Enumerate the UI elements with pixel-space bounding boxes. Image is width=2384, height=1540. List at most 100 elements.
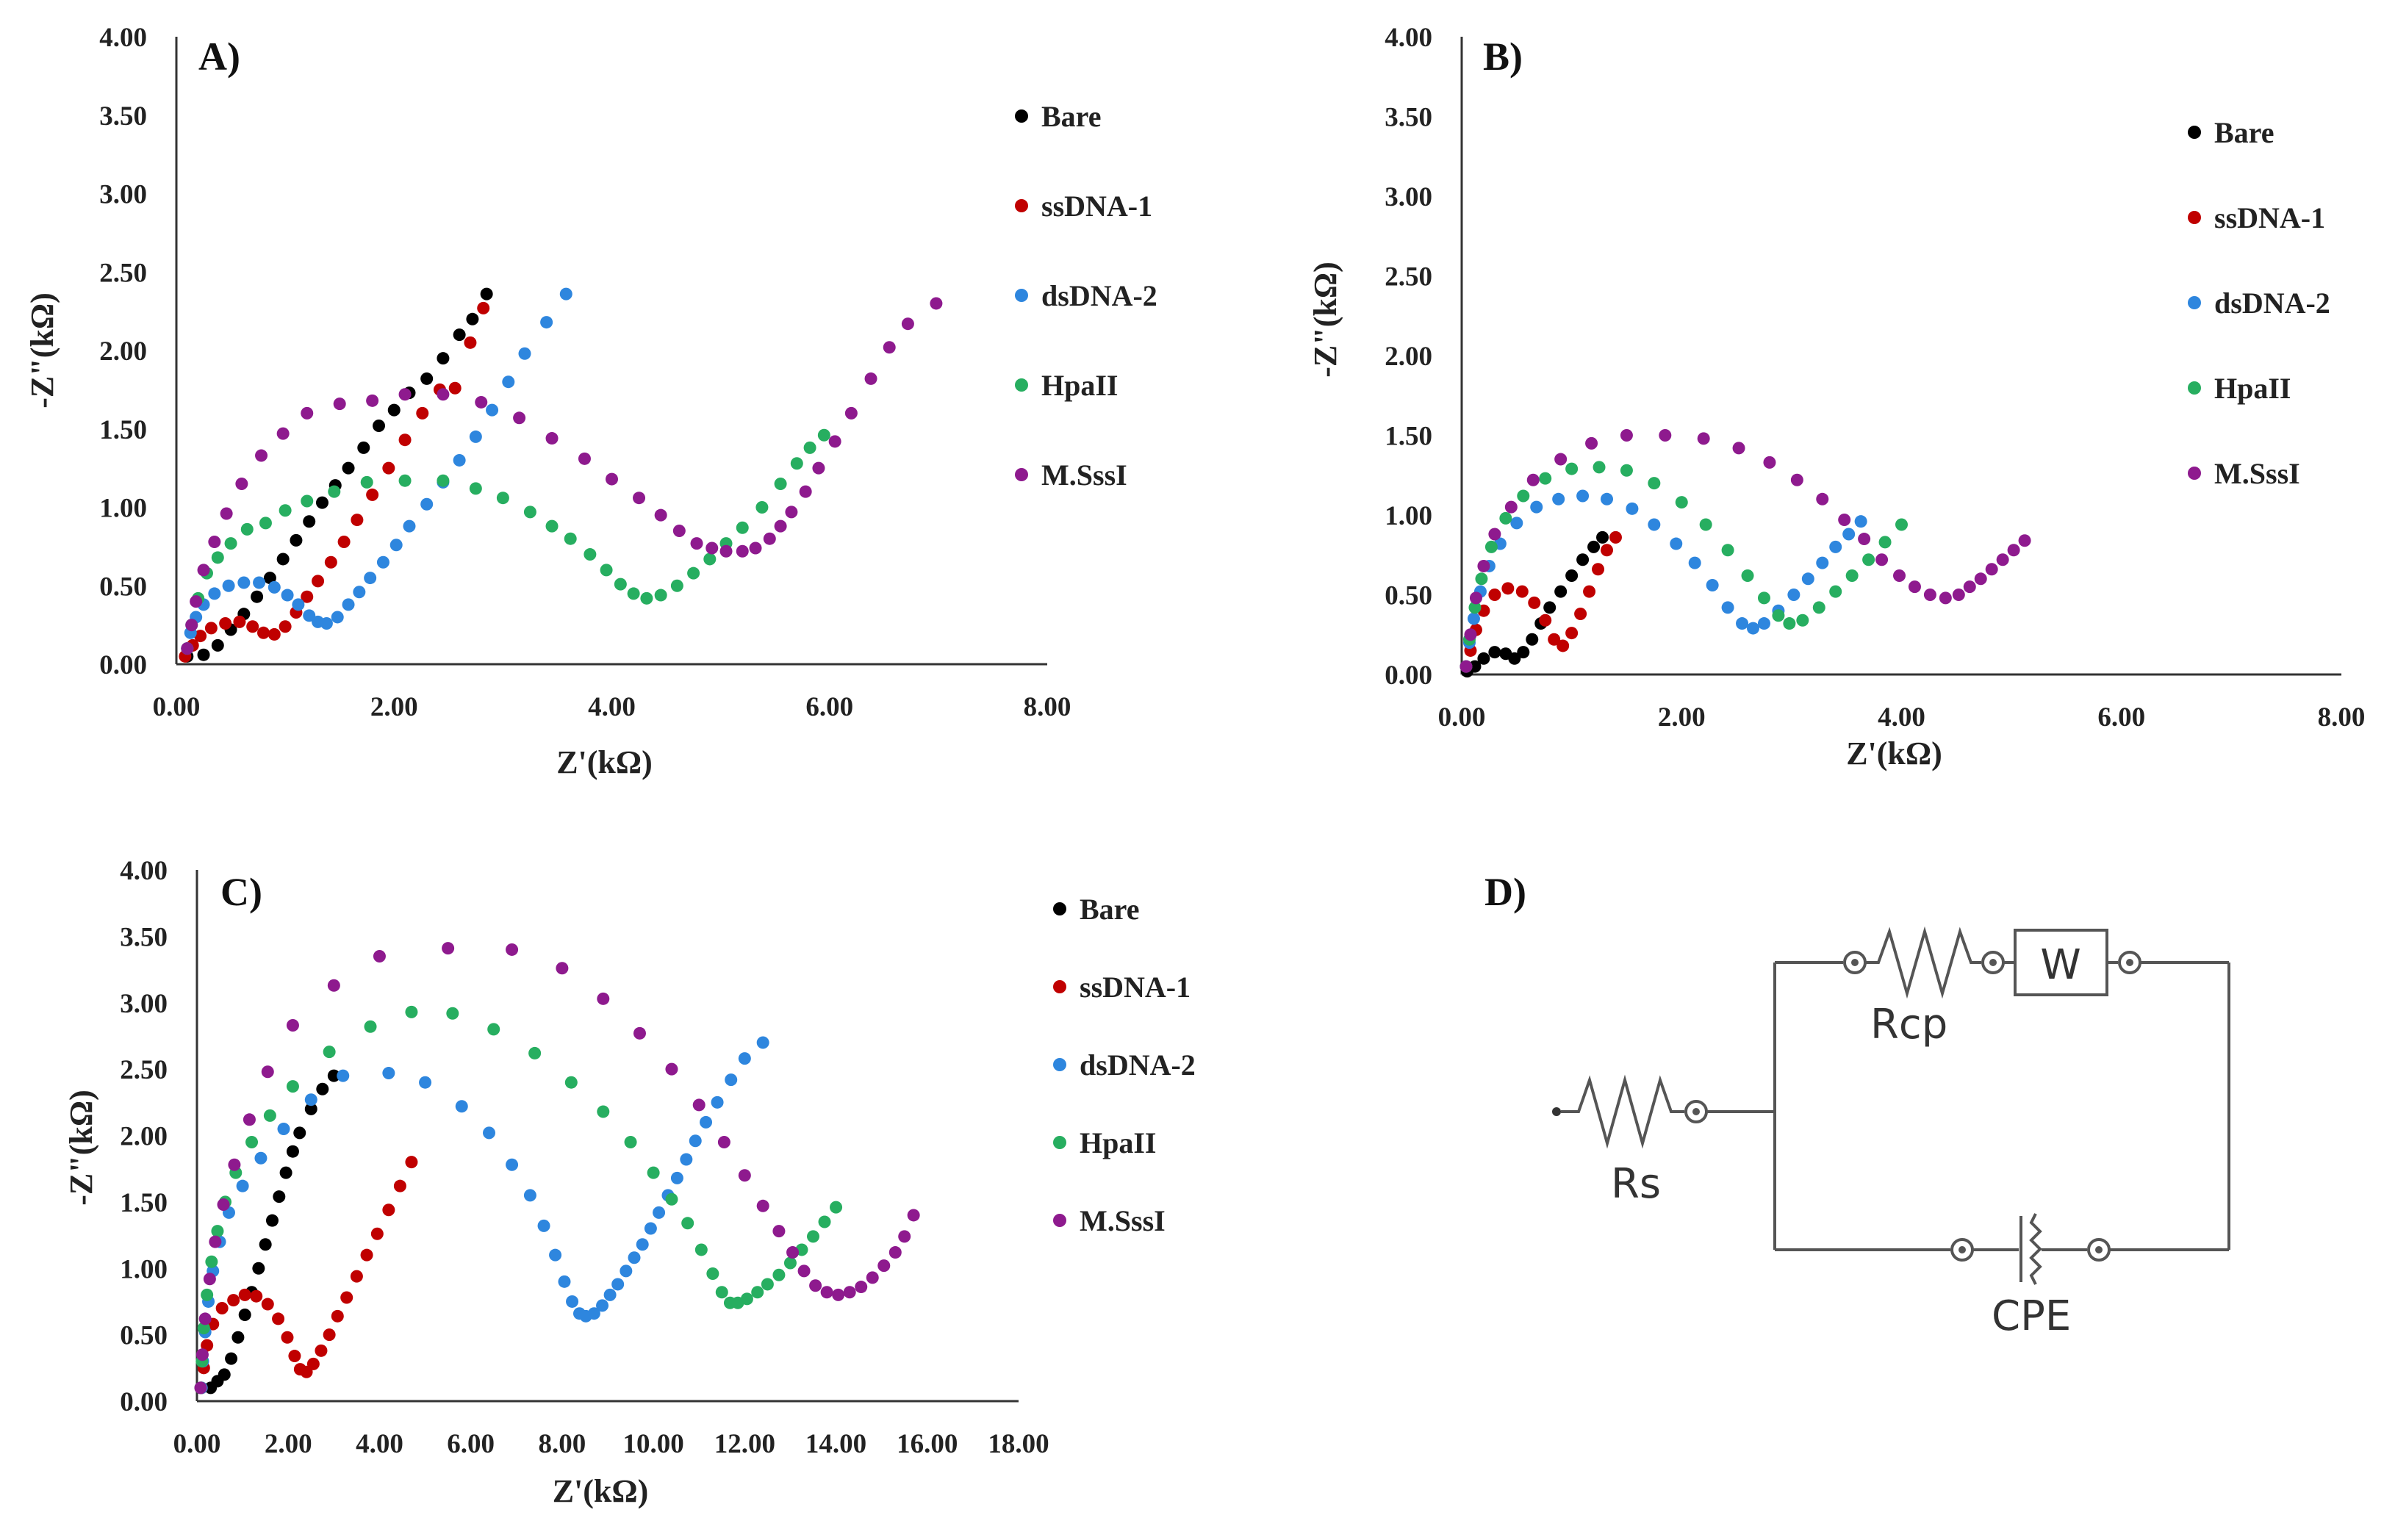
chart-c-point-hpaii <box>807 1230 819 1243</box>
chart-a-point-hpaii <box>523 505 536 519</box>
chart-c-y-tick-label: 1.00 <box>120 1254 168 1284</box>
chart-c-series-dsdna-2 <box>195 1036 769 1395</box>
chart-b-point-ssdna-1 <box>1601 544 1614 557</box>
chart-c-point-bare <box>316 1082 329 1095</box>
chart-b-point-dsdna-2 <box>1736 617 1749 630</box>
chart-b-legend-label-dsdna-2: dsDNA-2 <box>2214 287 2330 320</box>
chart-a-x-tick-label: 8.00 <box>1024 692 1071 722</box>
chart-b-point-m-sssi <box>1996 553 2009 566</box>
chart-b-point-ssdna-1 <box>1565 627 1579 640</box>
chart-a-point-m-sssi <box>366 394 379 407</box>
chart-c-point-m-sssi <box>665 1062 678 1076</box>
chart-a-x-tick-label: 6.00 <box>805 692 853 722</box>
chart-b-point-bare <box>1488 646 1501 659</box>
chart-a-point-m-sssi <box>475 395 488 409</box>
chart-c-point-dsdna-2 <box>611 1278 625 1291</box>
chart-b-point-m-sssi <box>1963 580 1976 594</box>
chart-c-point-ssdna-1 <box>340 1291 353 1304</box>
chart-b-legend-label-bare: Bare <box>2214 116 2274 149</box>
chart-a-point-ssdna-1 <box>366 488 379 501</box>
chart-b-series-dsdna-2 <box>1460 489 1867 673</box>
chart-c-point-bare <box>252 1262 265 1275</box>
chart-c-x-tick-label: 10.00 <box>622 1429 683 1459</box>
chart-b-point-m-sssi <box>2007 544 2020 557</box>
chart-a-point-hpaii <box>600 564 613 577</box>
chart-b: 0.00 0.50 1.00 1.50 2.00 2.50 3.00 3.50 4.00 0.00… <box>1307 23 2365 771</box>
chart-b-point-hpaii <box>1648 477 1661 490</box>
chart-b-point-hpaii <box>1565 462 1579 475</box>
chart-a-y-tick-label: 3.50 <box>99 101 147 132</box>
chart-a-point-m-sssi <box>197 564 210 577</box>
chart-a-point-m-sssi <box>437 388 450 401</box>
chart-a-point-m-sssi <box>690 537 703 550</box>
chart-c-legend-label-dsdna-2: dsDNA-2 <box>1080 1048 1196 1082</box>
chart-c-point-dsdna-2 <box>689 1134 702 1148</box>
chart-a-point-hpaii <box>496 492 509 505</box>
chart-a-point-dsdna-2 <box>453 453 466 467</box>
chart-b-point-dsdna-2 <box>1721 601 1734 614</box>
chart-c-point-hpaii <box>751 1286 764 1299</box>
chart-a-legend-label-bare: Bare <box>1041 100 1101 133</box>
chart-b-point-bare <box>1526 633 1539 646</box>
chart-a-point-hpaii <box>614 578 627 591</box>
chart-c-point-dsdna-2 <box>419 1076 432 1089</box>
chart-a-point-m-sssi <box>301 406 314 420</box>
chart-c-point-hpaii <box>263 1109 276 1122</box>
chart-a-point-m-sssi <box>220 507 233 520</box>
chart-a-point-m-sssi <box>513 411 526 425</box>
chart-c-point-hpaii <box>665 1192 678 1206</box>
chart-b-point-hpaii <box>1845 569 1859 582</box>
chart-a-x-tick-label: 0.00 <box>153 692 201 722</box>
chart-c-point-ssdna-1 <box>393 1179 406 1192</box>
chart-a-point-m-sssi <box>736 544 749 558</box>
chart-a-point-hpaii <box>790 457 803 470</box>
chart-a-point-hpaii <box>224 537 237 550</box>
chart-c-point-dsdna-2 <box>587 1307 600 1320</box>
equivalent-circuit: D) Rs Rcp W CPE <box>1484 870 2230 1340</box>
chart-c-series-bare <box>204 1069 340 1395</box>
chart-b-point-bare <box>1587 540 1601 553</box>
chart-a-point-hpaii <box>687 566 700 580</box>
chart-a-y-tick-label: 1.00 <box>99 494 147 524</box>
chart-a-point-m-sssi <box>705 541 719 555</box>
chart-a-legend-marker-m-sssi <box>1015 468 1028 481</box>
chart-c: 0.00 0.50 1.00 1.50 2.00 2.50 3.00 3.50 4.00 0.00… <box>63 856 1196 1509</box>
chart-a-point-bare <box>373 419 386 432</box>
chart-c-point-dsdna-2 <box>725 1073 738 1087</box>
chart-a-y-tick-label: 4.00 <box>99 23 147 53</box>
chart-b-y-tick-label: 1.50 <box>1385 422 1432 452</box>
chart-c-legend-label-ssdna-1: ssDNA-1 <box>1080 971 1191 1004</box>
chart-a-point-hpaii <box>301 494 314 508</box>
chart-a-point-ssdna-1 <box>301 590 314 603</box>
chart-a-point-dsdna-2 <box>237 576 251 589</box>
chart-a-point-m-sssi <box>190 595 203 608</box>
input-terminal <box>1552 1107 1561 1116</box>
chart-a-point-dsdna-2 <box>502 375 515 389</box>
chart-c-point-hpaii <box>624 1136 637 1149</box>
chart-c-point-bare <box>218 1368 231 1381</box>
chart-c-point-hpaii <box>715 1286 728 1299</box>
chart-c-point-dsdna-2 <box>670 1171 683 1184</box>
rs-label: Rs <box>1611 1160 1661 1208</box>
chart-c-point-dsdna-2 <box>236 1179 249 1192</box>
chart-c-point-ssdna-1 <box>331 1309 344 1323</box>
chart-c-point-m-sssi <box>243 1113 256 1126</box>
chart-c-point-ssdna-1 <box>382 1203 395 1217</box>
chart-b-point-hpaii <box>1721 544 1734 557</box>
chart-a-series-dsdna-2 <box>181 287 572 655</box>
chart-c-point-ssdna-1 <box>281 1331 294 1344</box>
chart-a-point-m-sssi <box>654 508 667 522</box>
chart-a-y-tick-label: 2.00 <box>99 337 147 367</box>
rs-resistor <box>1561 1074 1684 1149</box>
chart-c-point-dsdna-2 <box>455 1100 468 1113</box>
chart-c-legend-marker-m-sssi <box>1053 1214 1066 1227</box>
chart-a-point-dsdna-2 <box>253 576 266 589</box>
chart-c-point-dsdna-2 <box>628 1251 641 1264</box>
chart-c-point-m-sssi <box>907 1209 920 1222</box>
chart-c-x-tick-label: 18.00 <box>988 1429 1049 1459</box>
chart-b-point-hpaii <box>1812 601 1825 614</box>
chart-a-point-m-sssi <box>828 435 841 448</box>
chart-a-point-dsdna-2 <box>353 586 366 599</box>
chart-c-point-m-sssi <box>738 1169 751 1182</box>
chart-a-point-dsdna-2 <box>320 616 333 630</box>
